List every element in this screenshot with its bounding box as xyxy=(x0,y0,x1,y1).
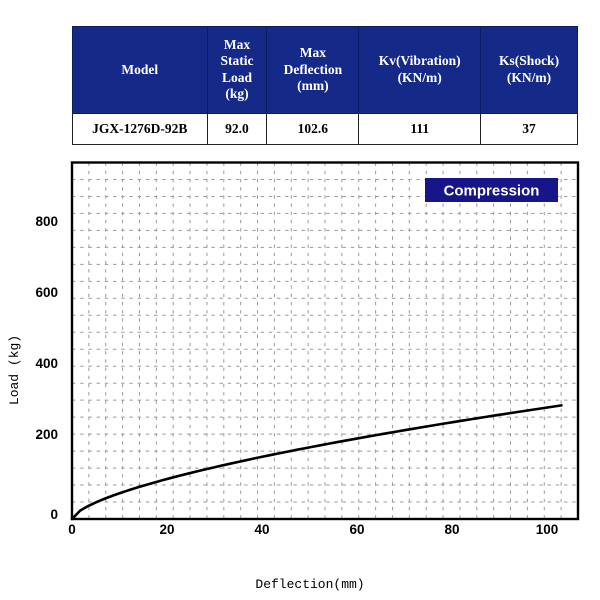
svg-text:Compression: Compression xyxy=(444,183,540,200)
svg-text:Deflection(mm): Deflection(mm) xyxy=(255,577,364,592)
svg-text:0: 0 xyxy=(50,507,58,522)
svg-text:800: 800 xyxy=(35,214,58,229)
svg-text:0: 0 xyxy=(68,522,76,537)
svg-text:20: 20 xyxy=(159,522,174,537)
svg-text:100: 100 xyxy=(536,522,559,537)
svg-text:Load (kg): Load (kg) xyxy=(7,335,22,405)
svg-text:40: 40 xyxy=(254,522,269,537)
svg-text:400: 400 xyxy=(35,356,58,371)
svg-text:80: 80 xyxy=(444,522,459,537)
svg-text:600: 600 xyxy=(35,285,58,300)
svg-text:200: 200 xyxy=(35,427,58,442)
svg-text:60: 60 xyxy=(349,522,364,537)
